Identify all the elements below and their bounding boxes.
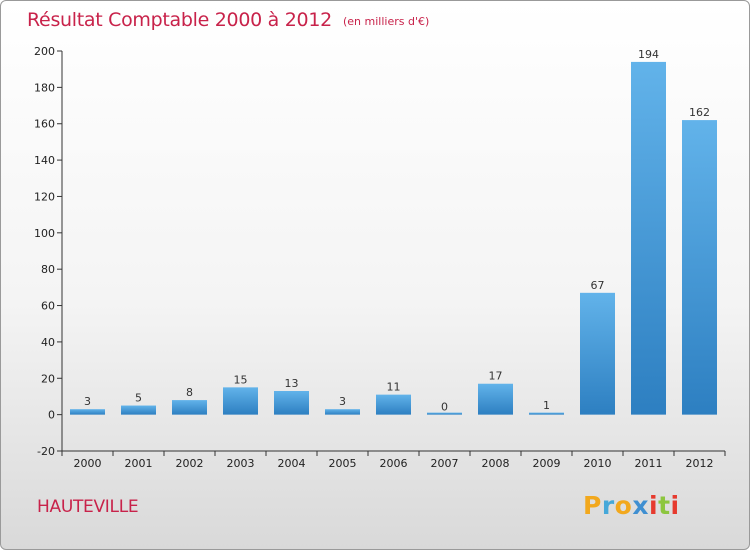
- x-tick-label: 2009: [533, 457, 561, 470]
- x-tick-label: 2000: [74, 457, 102, 470]
- data-label-2009: 1: [543, 399, 550, 412]
- logo-letter: i: [649, 491, 659, 520]
- bar-2008: [478, 383, 513, 415]
- data-label-2001: 5: [135, 392, 142, 405]
- bar-2012: [682, 120, 717, 415]
- x-tick-label: 2003: [227, 457, 255, 470]
- data-label-2012: 162: [689, 106, 710, 119]
- y-tick-label: 140: [34, 154, 55, 167]
- y-tick-label: 180: [34, 81, 55, 94]
- data-label-2007: 0: [441, 401, 448, 414]
- bar-2001: [121, 405, 156, 415]
- bar-2002: [172, 400, 207, 415]
- bar-2007: [427, 412, 462, 415]
- y-tick-label: 0: [48, 409, 55, 422]
- x-tick-label: 2010: [584, 457, 612, 470]
- bar-2000: [70, 409, 105, 415]
- data-label-2010: 67: [591, 279, 605, 292]
- x-tick-label: 2012: [686, 457, 714, 470]
- x-tick-label: 2006: [380, 457, 408, 470]
- logo-letter: r: [601, 491, 615, 520]
- commune-name: HAUTEVILLE: [37, 497, 139, 517]
- y-tick-label: 200: [34, 45, 55, 58]
- bar-2003: [223, 387, 258, 415]
- x-tick-label: 2002: [176, 457, 204, 470]
- x-tick-label: 2011: [635, 457, 663, 470]
- bar-2009: [529, 412, 564, 415]
- logo-letter: x: [632, 491, 649, 520]
- logo-letter: i: [670, 491, 680, 520]
- x-tick-label: 2007: [431, 457, 459, 470]
- chart-subtitle: (en milliers d'€): [343, 15, 430, 28]
- bar-2010: [580, 292, 615, 415]
- y-tick-label: -20: [37, 445, 55, 458]
- data-label-2000: 3: [84, 395, 91, 408]
- bar-2011: [631, 61, 666, 415]
- y-tick-label: 120: [34, 190, 55, 203]
- logo-letter: t: [658, 491, 671, 520]
- chart-title: Résultat Comptable 2000 à 2012: [27, 9, 332, 31]
- x-tick-label: 2001: [125, 457, 153, 470]
- x-tick-label: 2004: [278, 457, 306, 470]
- chart-bars: [70, 61, 717, 415]
- data-label-2002: 8: [186, 386, 193, 399]
- bar-2004: [274, 391, 309, 415]
- y-tick-label: 20: [41, 372, 55, 385]
- data-label-2005: 3: [339, 395, 346, 408]
- y-tick-label: 80: [41, 263, 55, 276]
- bar-2005: [325, 409, 360, 415]
- logo-letter: P: [583, 491, 602, 520]
- y-tick-label: 100: [34, 227, 55, 240]
- x-tick-label: 2008: [482, 457, 510, 470]
- data-label-2004: 13: [285, 377, 299, 390]
- y-tick-label: 160: [34, 118, 55, 131]
- x-tick-label: 2005: [329, 457, 357, 470]
- chart-data-labels: 3 5 8 15 13 3 11 0 17 1 67 194 162: [84, 48, 710, 414]
- data-label-2011: 194: [638, 48, 659, 61]
- data-label-2008: 17: [489, 370, 503, 383]
- proxiti-logo: Proxiti: [583, 491, 680, 520]
- data-label-2003: 15: [234, 373, 248, 386]
- bar-2006: [376, 394, 411, 415]
- y-tick-label: 60: [41, 300, 55, 313]
- y-tick-label: 40: [41, 336, 55, 349]
- logo-letter: o: [614, 491, 633, 520]
- data-label-2006: 11: [387, 381, 401, 394]
